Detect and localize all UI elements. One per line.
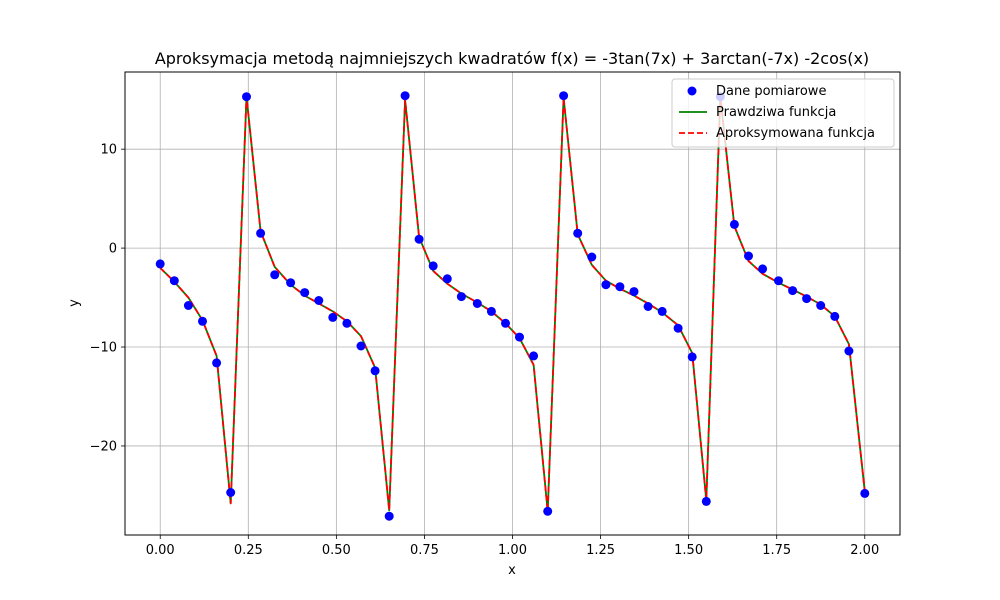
y-axis-label: y (67, 299, 82, 307)
data-point (300, 288, 310, 298)
data-point (169, 276, 179, 286)
data-point (384, 511, 394, 521)
x-tick-label: 0.75 (410, 543, 439, 558)
data-point (442, 274, 452, 284)
y-tick-label: −10 (90, 341, 117, 356)
data-point (673, 323, 683, 333)
data-point (414, 234, 424, 244)
data-point (472, 299, 482, 308)
x-tick-label: 2.00 (850, 543, 879, 558)
data-point (601, 280, 611, 290)
data-point (543, 506, 553, 516)
data-point (212, 358, 222, 368)
data-point (657, 306, 667, 316)
y-tick-label: 0 (109, 242, 117, 257)
data-point (643, 302, 653, 311)
data-point (802, 294, 812, 304)
x-tick-label: 1.50 (674, 543, 703, 558)
data-point (314, 296, 324, 305)
data-point (183, 301, 193, 310)
legend-box (671, 78, 895, 148)
data-point (629, 287, 639, 297)
legend: Dane pomiarowe Prawdziwa funkcja Aproksy… (671, 78, 895, 148)
data-point (529, 351, 539, 361)
data-point (774, 276, 783, 286)
data-point (486, 306, 496, 316)
data-point (428, 261, 438, 271)
chart-title: Aproksymacja metodą najmniejszych kwadra… (155, 49, 869, 68)
legend-label-points: Dane pomiarowe (716, 84, 826, 99)
x-tick-label: 0.25 (234, 543, 263, 558)
data-point (198, 316, 207, 326)
data-point (242, 92, 251, 102)
data-point (370, 366, 380, 376)
data-point (356, 341, 366, 351)
data-point (860, 488, 870, 498)
data-point (587, 252, 597, 262)
data-point (744, 251, 753, 261)
data-point (328, 312, 338, 322)
y-tick-label: −20 (90, 439, 117, 454)
x-tick-label: 0.50 (322, 543, 351, 558)
data-point (729, 219, 739, 229)
y-tick-label: 10 (100, 143, 117, 158)
data-point (830, 311, 840, 321)
data-point (816, 301, 826, 310)
data-point (559, 91, 569, 101)
data-point (515, 332, 524, 342)
data-point (456, 292, 466, 302)
data-point (788, 286, 798, 296)
data-point (270, 270, 280, 280)
data-point (615, 282, 625, 292)
data-point (155, 259, 165, 269)
x-tick-label: 0.00 (146, 543, 175, 558)
data-point (687, 352, 697, 362)
data-point (256, 228, 266, 238)
legend-marker-points (687, 86, 697, 96)
x-axis-label: x (508, 563, 516, 578)
data-point (342, 318, 352, 328)
legend-label-true-function: Prawdziwa funkcja (716, 105, 836, 120)
data-point (758, 264, 768, 274)
x-tick-label: 1.75 (762, 543, 791, 558)
data-point (844, 346, 854, 356)
legend-label-approx-function: Aproksymowana funkcja (716, 126, 875, 141)
data-point (400, 91, 410, 101)
data-point (226, 488, 236, 497)
data-point (701, 496, 711, 506)
data-point (286, 278, 296, 288)
x-tick-label: 1.25 (586, 543, 615, 558)
x-tick-label: 1.00 (498, 543, 527, 558)
data-point (501, 318, 510, 328)
axis-ticks: 0.00 0.25 0.50 0.75 1.00 1.25 1.50 1.75 2.00 −20 −… (90, 143, 880, 558)
data-point (573, 228, 583, 238)
grid (125, 72, 900, 535)
